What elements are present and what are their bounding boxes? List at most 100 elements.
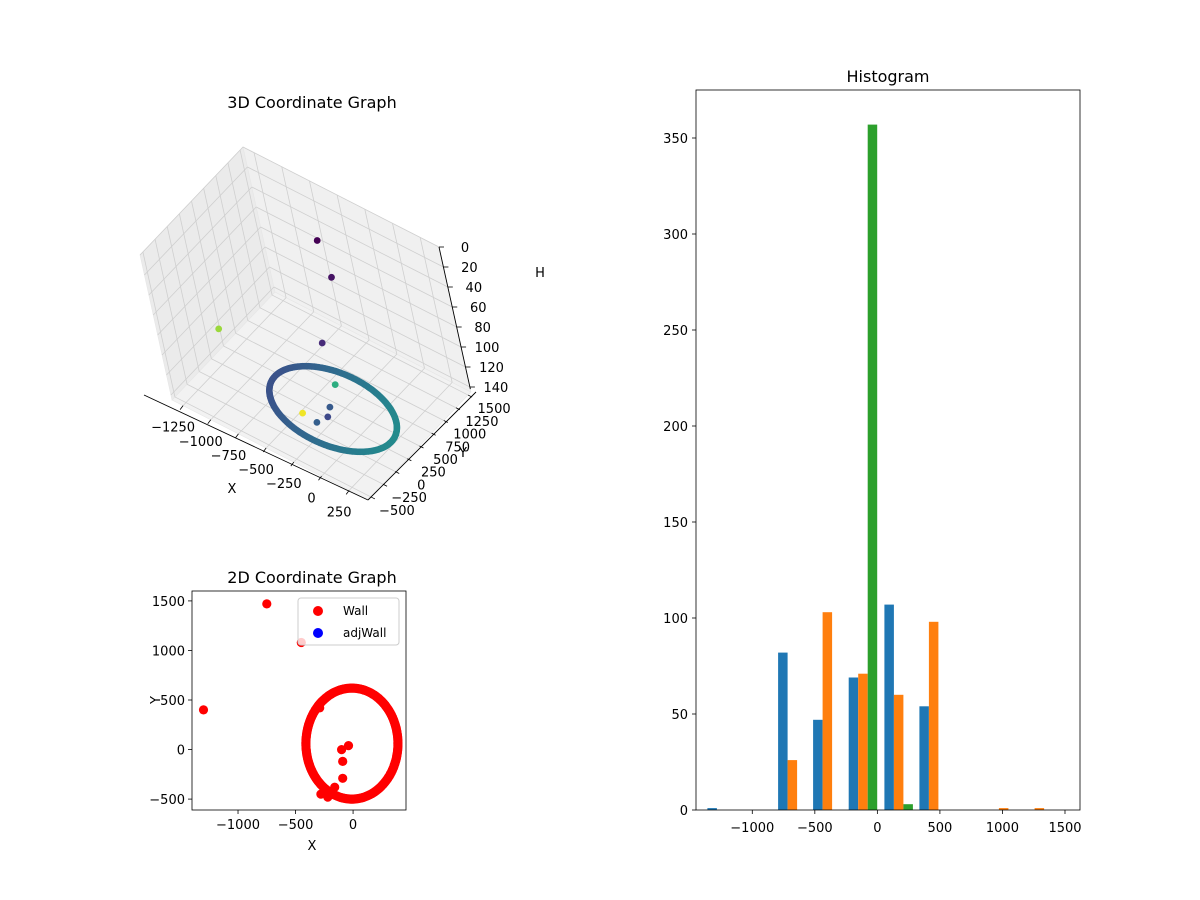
grid-z (260, 226, 457, 328)
grid-y (239, 149, 273, 296)
x-tick-label: −1000 (179, 435, 223, 450)
y-tick-label: 0 (417, 478, 425, 493)
histogram-bars (707, 124, 1045, 811)
x-tick-label: −750 (211, 449, 247, 464)
histogram-bar (787, 760, 798, 810)
wall-point (393, 740, 403, 750)
y-tick-label: 50 (671, 708, 688, 723)
x-tick-label: −500 (278, 818, 314, 833)
histogram-bar (848, 677, 859, 810)
y-tick-label: 300 (663, 228, 688, 243)
grid-y (211, 358, 408, 460)
wall-point (337, 745, 347, 755)
x-tick-label: 0 (307, 491, 315, 506)
x-tick (345, 490, 350, 495)
chart-2d-frame (191, 590, 407, 811)
y-tick-label: 250 (663, 324, 688, 339)
grid-z (269, 266, 466, 368)
z-tick-label: 80 (474, 321, 491, 336)
y-tick-label: 1000 (152, 644, 185, 659)
histogram-bar (858, 673, 868, 810)
chart-3d-point (299, 409, 306, 417)
wall-point (198, 705, 209, 715)
histogram-bar (998, 808, 1009, 810)
legend-label-wall: Wall (343, 604, 368, 618)
x-tick (207, 419, 212, 425)
grid-y (271, 294, 469, 396)
grid-y (154, 239, 188, 385)
grid-z (264, 246, 462, 348)
x-tick-label: 0 (349, 818, 357, 833)
chart-histogram: Histogram −1000 −500 0 500 1000 1500 0 50 100 15… (663, 67, 1081, 836)
y-tick-label: −500 (379, 504, 415, 519)
axis-z-line (438, 246, 471, 390)
histogram-frame (695, 89, 1081, 811)
histogram-bar (893, 694, 904, 810)
chart-3d-point (215, 325, 223, 333)
x-tick-label: 500 (927, 821, 952, 836)
y-tick-label: 500 (433, 453, 458, 468)
grid-z (144, 166, 248, 276)
histogram-bar (778, 652, 788, 810)
legend-marker-wall (313, 606, 323, 616)
grid-x (392, 223, 425, 369)
y-tick-label: 250 (421, 466, 446, 481)
wall-point (262, 599, 272, 609)
y-tick-label: 1000 (453, 428, 486, 443)
grid-y (223, 345, 420, 447)
grid-z (161, 246, 266, 356)
axis-x-line (143, 394, 369, 501)
grid-z (256, 206, 453, 308)
chart-3d-ylabel: Y (458, 446, 467, 461)
histogram-x-ticks: −1000 −500 0 500 1000 1500 (730, 810, 1082, 836)
histogram-bar (1034, 808, 1045, 810)
y-tick-label: 1500 (152, 595, 185, 610)
chart-3d-points (215, 237, 401, 456)
grid-z (247, 166, 444, 268)
y-tick-label: −250 (391, 491, 427, 506)
y-tick-label: 500 (160, 694, 185, 709)
y-tick-label: 200 (663, 420, 688, 435)
axis-y-line (367, 391, 477, 501)
z-tick-label: 0 (461, 241, 469, 256)
legend-frame (297, 597, 400, 646)
chart-3d-point (318, 339, 326, 347)
histogram-bar (867, 124, 878, 811)
chart-2d-title: 2D Coordinate Graph (227, 568, 396, 587)
x-tick-label: 250 (327, 505, 352, 520)
histogram-bar (919, 706, 929, 810)
grid-x (419, 237, 453, 383)
y-tick (443, 420, 448, 423)
chart-3d-point (313, 237, 321, 244)
x-tick (318, 476, 322, 481)
histogram-bar (928, 621, 939, 810)
grid-z (157, 226, 261, 336)
chart-2d-coordinate-graph: 2D Coordinate Graph −1000 −500 0 −500 0 500 1… (149, 568, 407, 854)
z-tick-label: 100 (475, 341, 500, 356)
y-tick (395, 471, 400, 474)
chart-2d-y-ticks: −500 0 500 1000 1500 (149, 595, 192, 808)
grid-z (242, 146, 440, 248)
grid-z (139, 146, 244, 256)
grid-x (253, 152, 287, 298)
grid-x (336, 194, 370, 341)
x-tick-label: −500 (238, 463, 274, 478)
wall-point (343, 741, 354, 751)
grid-y (203, 188, 237, 334)
histogram-bar (884, 604, 894, 810)
chart-3d-title: 3D Coordinate Graph (227, 93, 396, 112)
grid-z (166, 266, 270, 376)
z-tick-label: 120 (479, 361, 504, 376)
chart-2d-legend: Wall adjWall (297, 597, 400, 646)
x-tick-label: −1250 (151, 421, 195, 436)
y-tick-label: 150 (663, 516, 688, 531)
y-tick-label: 750 (445, 440, 470, 455)
chart-3d-zlabel: H (535, 266, 545, 281)
z-tick-label: 20 (461, 261, 478, 276)
z-tick-label: 40 (466, 281, 483, 296)
x-tick-label: −250 (266, 477, 302, 492)
x-tick-label: 1500 (1048, 821, 1081, 836)
grid-z (148, 186, 253, 296)
grid-z (152, 206, 257, 316)
